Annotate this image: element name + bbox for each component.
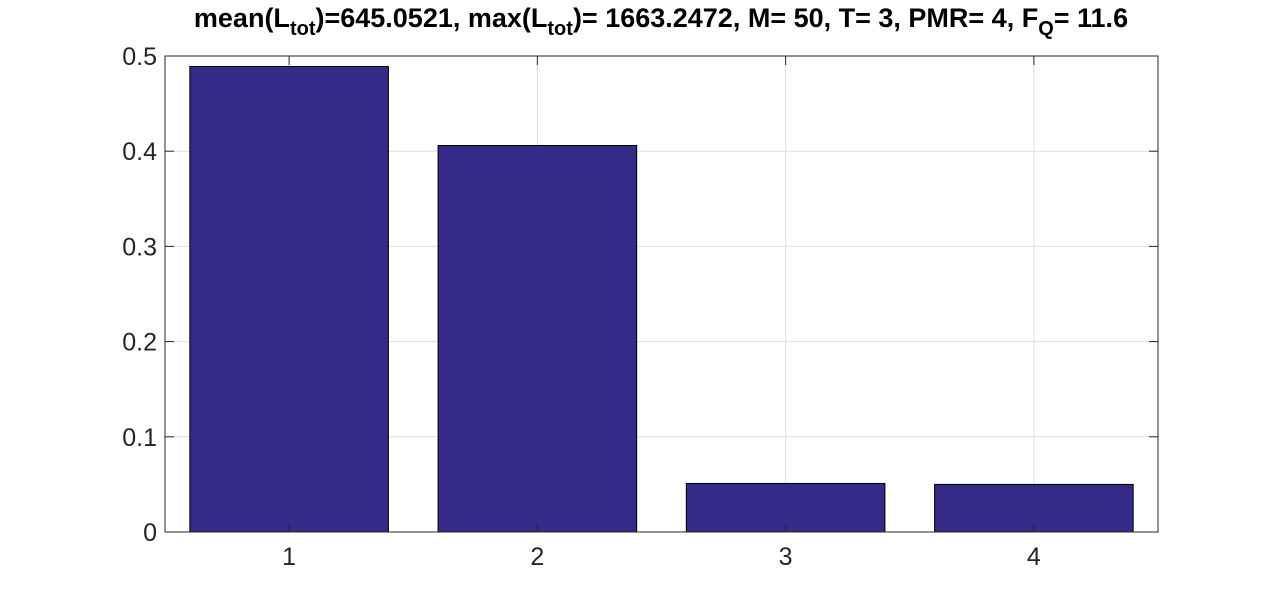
ticks xyxy=(165,55,1158,533)
bars xyxy=(189,65,1134,533)
y-tick-label: 0.5 xyxy=(122,43,157,71)
chart-title: mean(Ltot)=645.0521, max(Ltot)= 1663.247… xyxy=(0,2,1280,39)
x-tick-label: 1 xyxy=(282,543,296,571)
axes-box xyxy=(164,55,1159,533)
title-text: )= 1663.2472, M= 50, T= 3, PMR= 4, F xyxy=(572,3,1039,33)
x-tick-label: 3 xyxy=(779,543,793,571)
y-tick-label: 0.3 xyxy=(122,233,157,261)
y-tick-label: 0 xyxy=(143,519,157,547)
x-tick-label: 4 xyxy=(1027,543,1041,571)
title-text: )=645.0521, max(L xyxy=(315,3,548,33)
title-subscript: tot xyxy=(547,18,573,40)
title-subscript: tot xyxy=(289,18,316,40)
y-tick-label: 0.4 xyxy=(122,138,157,166)
x-tick-label: 2 xyxy=(530,543,544,571)
bar-2 xyxy=(437,144,638,533)
title-subscript: Q xyxy=(1038,18,1054,40)
tick-labels: 0 0.1 0.2 0.3 0.4 0.5 1 2 3 4 xyxy=(122,43,1041,571)
title-text: = 11.6 xyxy=(1053,3,1129,33)
bar-1 xyxy=(189,65,389,533)
title-text: mean(L xyxy=(193,3,290,33)
y-tick-label: 0.1 xyxy=(122,424,157,452)
y-tick-label: 0.2 xyxy=(122,329,157,357)
